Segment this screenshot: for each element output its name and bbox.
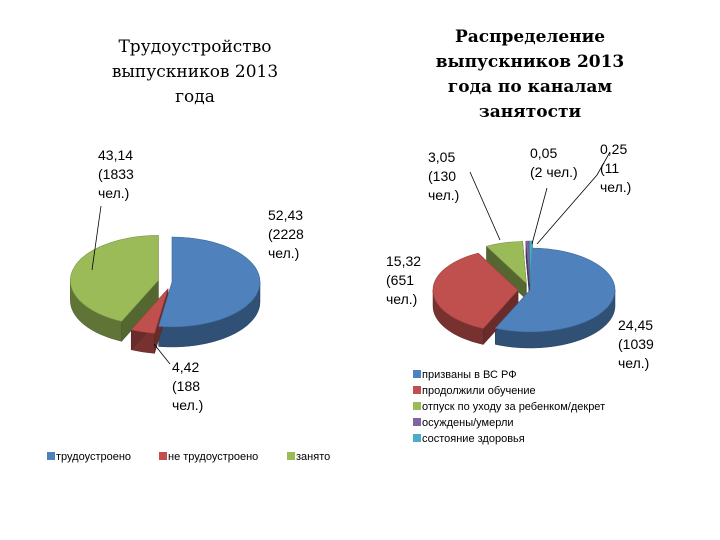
- legend-item-осуждены-умерли: осуждены/умерли: [422, 417, 514, 429]
- chart-title-employment: Трудоустройство выпускников 2013 года: [111, 37, 279, 107]
- pie-chart-1: 52,43 (2228 чел.) 4,42 (188 чел.) 43,14 (1833 че…: [47, 147, 330, 463]
- data-label-отпуск-по-уходу-за-ребенком-декрет: 3,05 (130 чел.): [428, 149, 459, 203]
- legend-swatch-трудоустроено: [47, 452, 55, 460]
- data-label-занято: 43,14 (1833 чел.): [98, 147, 134, 201]
- slice-отпуск-по-уходу-за-ребенком-декрет: [485, 241, 527, 285]
- data-label-состояние-здоровья: 0,25 (11 чел.): [600, 141, 631, 195]
- legend-swatch-отпуск-по-уходу-за-ребенком-декрет: [413, 402, 421, 410]
- pie-chart-2: 24,45 (1039 чел.) 15,32 (651 чел.) 3,05 (130 чел…: [386, 141, 654, 445]
- legend-item-призваны-в-вс-рф: призваны в ВС РФ: [422, 369, 517, 381]
- slice-продолжили-обучение: [432, 252, 519, 329]
- legend-swatch-призваны-в-вс-рф: [413, 370, 421, 378]
- legend-swatch-состояние-здоровья: [413, 434, 421, 442]
- legend-swatch-продолжили-обучение: [413, 386, 421, 394]
- slice-не-трудоустроено: [130, 288, 169, 334]
- leader-line-отпуск-по-уходу-за-ребенком-декрет: [469, 171, 501, 241]
- data-label-осуждены-умерли: 0,05 (2 чел.): [530, 145, 578, 180]
- legend-swatch-не-трудоустроено: [159, 452, 167, 460]
- legend-item-продолжили-обучение: продолжили обучение: [422, 385, 536, 397]
- legend-swatch-занято: [287, 452, 295, 460]
- data-label-трудоустроено: 52,43 (2228 чел.): [268, 207, 304, 261]
- legend-item-отпуск-по-уходу-за-ребенком-декрет: отпуск по уходу за ребенком/декрет: [422, 401, 605, 413]
- slice-трудоустроено: [158, 236, 261, 328]
- legend-swatch-осуждены-умерли: [413, 418, 421, 426]
- leader-line-осуждены-умерли: [531, 187, 548, 245]
- legend-item-не-трудоустроено: не трудоустроено: [168, 451, 258, 463]
- legend-1: трудоустроено не трудоустроено занято: [47, 451, 330, 463]
- leader-line-занято: [91, 205, 102, 271]
- legend-item-трудоустроено: трудоустроено: [56, 451, 131, 463]
- leader-line-состояние-здоровья: [536, 151, 611, 245]
- slice-осуждены-умерли: [525, 240, 530, 284]
- legend-item-занято: занято: [296, 451, 330, 463]
- data-label-не-трудоустроено: 4,42 (188 чел.): [172, 359, 203, 413]
- data-label-продолжили-обучение: 15,32 (651 чел.): [386, 253, 421, 307]
- legend-item-состояние-здоровья: состояние здоровья: [422, 433, 525, 445]
- legend-2: призваны в ВС РФ продолжили обучение отпус…: [413, 369, 605, 445]
- slice-призваны-в-вс-рф: [494, 247, 616, 333]
- leader-line-не-трудоустроено: [153, 343, 171, 365]
- data-label-призваны-в-вс-рф: 24,45 (1039 чел.): [618, 317, 654, 371]
- slice-занято: [70, 235, 159, 322]
- chart-title-channels: Распределение выпускников 2013 года по к…: [435, 27, 625, 122]
